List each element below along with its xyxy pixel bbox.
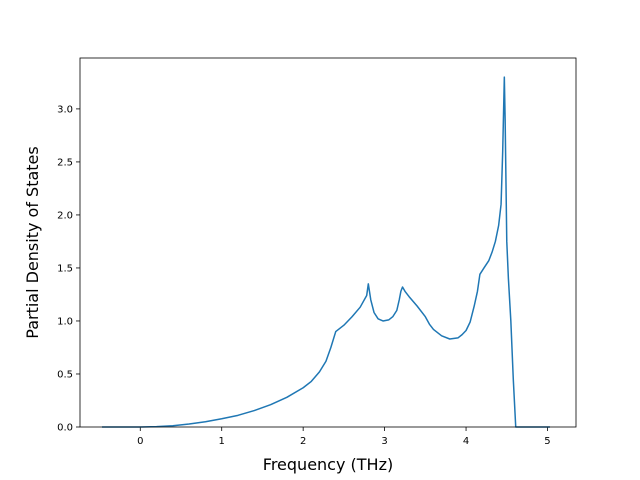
- x-tick-label: 5: [544, 436, 550, 447]
- y-axis-title: Partial Density of States: [23, 146, 42, 338]
- y-tick-label: 1.5: [57, 263, 73, 274]
- pdos-series-line: [101, 76, 550, 428]
- x-tick-label: 3: [381, 436, 387, 447]
- y-tick-label: 0.5: [57, 369, 73, 380]
- y-tick-label: 3.0: [57, 104, 73, 115]
- x-tick-label: 1: [219, 436, 225, 447]
- y-tick-label: 1.0: [57, 316, 73, 327]
- y-tick-label: 2.5: [57, 157, 73, 168]
- x-axis-title: Frequency (THz): [263, 455, 393, 474]
- x-tick-label: 2: [300, 436, 306, 447]
- plot-frame: [79, 57, 577, 428]
- y-tick-label: 2.0: [57, 210, 73, 221]
- x-tick-label: 4: [463, 436, 469, 447]
- ticks-group: 0 1 2 3 4 5 0.0 0.5 1.0 1.5 2.0 2.5 3.0: [57, 104, 551, 447]
- y-tick-label: 0.0: [57, 423, 73, 434]
- x-tick-label: 0: [137, 436, 143, 447]
